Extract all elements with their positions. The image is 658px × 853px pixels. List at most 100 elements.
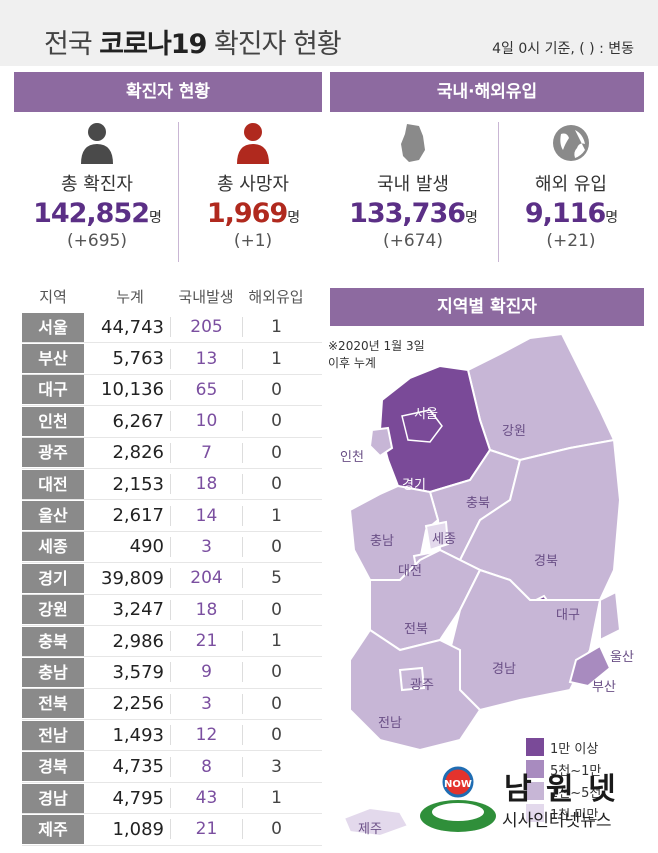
region-cell: 부산 — [22, 344, 84, 374]
domestic-cell: 21 — [170, 819, 242, 840]
region-gangwon — [466, 332, 616, 462]
label-gyeongnam: 경남 — [492, 662, 516, 677]
regional-table: 지역 누계 국내발생 해외유입 서울 44,743 205 1 부산 5,763 13 1 대구… — [22, 280, 322, 846]
overseas-change: (+21) — [546, 231, 596, 251]
region-cell: 경남 — [22, 783, 84, 813]
total-cases-change: (+695) — [67, 231, 127, 251]
total-cell: 4,795 — [112, 787, 164, 809]
domestic-change: (+674) — [383, 231, 443, 251]
region-cell: 대구 — [22, 375, 84, 405]
overseas-cell: 0 — [242, 693, 310, 714]
domestic-cell: 205 — [170, 317, 242, 338]
domestic-cell: 9 — [170, 662, 242, 683]
overseas-cell: 0 — [242, 725, 310, 746]
region-cell: 제주 — [22, 814, 84, 844]
label-gwangju: 광주 — [410, 678, 434, 693]
label-busan: 부산 — [592, 680, 616, 695]
person-icon — [233, 122, 273, 164]
region-jeonnam — [349, 628, 482, 752]
domestic-value: 133,736명 — [349, 198, 478, 229]
overseas-cell: 0 — [242, 442, 310, 463]
total-deaths-value: 1,969명 — [206, 198, 300, 229]
svg-text:NOW: NOW — [444, 779, 472, 790]
region-cell: 경기 — [22, 563, 84, 593]
table-header: 지역 누계 국내발생 해외유입 — [22, 280, 322, 312]
watermark-sub: 시사인터넷뉴스 — [502, 811, 612, 831]
region-cell: 울산 — [22, 501, 84, 531]
page-title: 전국 코로나19 확진자 현황 — [44, 29, 342, 60]
domestic-cell: 14 — [170, 505, 242, 526]
total-cell: 490 — [129, 536, 164, 558]
table-row: 충남 3,579 9 0 — [22, 657, 322, 689]
region-cell: 인천 — [22, 406, 84, 436]
overseas-label: 해외 유입 — [535, 174, 607, 195]
total-cell: 1,089 — [112, 818, 164, 840]
origin-panel-title: 국내·해외유입 — [330, 72, 644, 112]
domestic-cell: 7 — [170, 442, 242, 463]
total-cell: 39,809 — [101, 567, 164, 589]
region-jeju — [342, 806, 410, 838]
table-row: 대전 2,153 18 0 — [22, 469, 322, 501]
total-cell: 2,617 — [112, 505, 164, 527]
total-cell: 3,579 — [112, 661, 164, 683]
header-region: 지역 — [39, 287, 67, 306]
domestic-cell: 18 — [170, 474, 242, 495]
table-row: 세종 490 3 0 — [22, 532, 322, 564]
legend-swatch — [526, 804, 544, 822]
logo-icon: NOW — [420, 766, 496, 832]
total-cell: 4,735 — [112, 756, 164, 778]
header-overseas: 해외유입 — [248, 287, 304, 306]
table-row: 부산 5,763 13 1 — [22, 343, 322, 375]
total-cell: 2,256 — [112, 693, 164, 715]
domestic-cell: 10 — [170, 411, 242, 432]
overseas-cell: 0 — [242, 662, 310, 683]
total-cases-stat: 총 확진자 142,852명 (+695) — [22, 122, 172, 251]
total-cases-value: 142,852명 — [33, 198, 162, 229]
watermark-brand: 남 원 넷 — [504, 772, 618, 807]
total-cases-label: 총 확진자 — [61, 174, 133, 195]
header-domestic: 국내발생 — [178, 287, 234, 306]
region-cell: 경북 — [22, 752, 84, 782]
table-row: 대구 10,136 65 0 — [22, 375, 322, 407]
table-row: 울산 2,617 14 1 — [22, 500, 322, 532]
table-row: 경북 4,735 8 3 — [22, 751, 322, 783]
overseas-cell: 3 — [242, 756, 310, 777]
label-seoul: 서울 — [414, 407, 438, 422]
domestic-cell: 3 — [170, 536, 242, 557]
region-ulsan — [599, 590, 622, 642]
overseas-cell: 1 — [242, 317, 310, 338]
overseas-cell: 0 — [242, 599, 310, 620]
overseas-cell: 0 — [242, 536, 310, 557]
legend-item: 5천~1만 — [526, 758, 601, 780]
person-icon — [77, 122, 117, 164]
overseas-cell: 0 — [242, 411, 310, 432]
map-note: ※2020년 1월 3일 이후 누계 — [328, 339, 425, 370]
table-row: 제주 1,089 21 0 — [22, 814, 322, 846]
globe-icon — [551, 122, 591, 164]
label-daegu: 대구 — [556, 608, 580, 623]
legend-swatch — [526, 782, 544, 800]
region-sejong — [424, 520, 450, 552]
total-cell: 2,153 — [112, 473, 164, 495]
label-jeonnam: 전남 — [378, 716, 402, 731]
domestic-cell: 43 — [170, 788, 242, 809]
region-gwangju — [398, 666, 426, 692]
domestic-label: 국내 발생 — [377, 174, 449, 195]
domestic-cell: 13 — [170, 348, 242, 369]
label-sejong: 세종 — [432, 532, 456, 547]
overseas-cell: 0 — [242, 379, 310, 400]
map-legend: 1만 이상 5천~1만 1천~5천 1천 미만 — [526, 736, 601, 824]
region-cell: 세종 — [22, 532, 84, 562]
legend-swatch — [526, 738, 544, 756]
legend-swatch — [526, 760, 544, 778]
header-bar — [0, 0, 658, 66]
domestic-cell: 3 — [170, 693, 242, 714]
table-row: 경남 4,795 43 1 — [22, 783, 322, 815]
domestic-cell: 21 — [170, 631, 242, 652]
total-cell: 44,743 — [101, 316, 164, 338]
table-row: 인천 6,267 10 0 — [22, 406, 322, 438]
page-subtitle: 4일 0시 기준, ( ) : 변동 — [492, 41, 634, 57]
region-seoul — [401, 409, 443, 443]
table-row: 광주 2,826 7 0 — [22, 438, 322, 469]
legend-item: 1천 미만 — [526, 802, 601, 824]
